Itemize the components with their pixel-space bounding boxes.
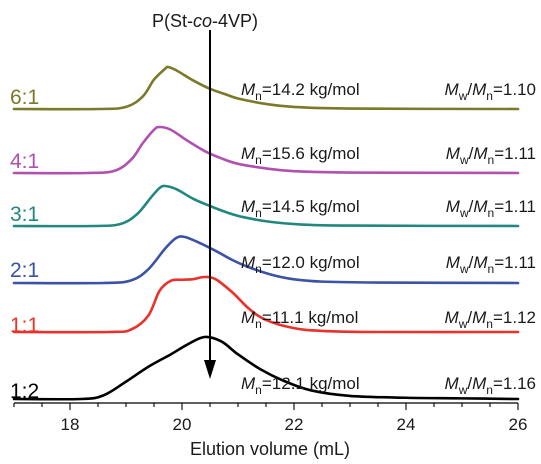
chart-title: P(St-co-4VP) xyxy=(152,11,258,31)
series-ratio-label: 3:1 xyxy=(10,203,39,226)
series-ratio-label: 6:1 xyxy=(10,86,39,109)
x-axis-label: Elution volume (mL) xyxy=(190,439,350,459)
pdi-stat-label: Mw/Mn=1.11 xyxy=(446,144,536,167)
series-ratio-label: 4:1 xyxy=(10,150,39,173)
mn-stat-label: Mn=11.1 kg/mol xyxy=(241,308,358,331)
pdi-stat-label: Mw/Mn=1.11 xyxy=(446,253,536,276)
pdi-stat-label: Mw/Mn=1.12 xyxy=(445,308,536,331)
arrow-marker: P(St-co-4VP) xyxy=(152,11,258,379)
mn-stat-label: Mn=14.2 kg/mol xyxy=(241,80,360,103)
trace-group xyxy=(12,65,520,401)
x-axis: 18 20 22 24 26 Elution volume (mL) xyxy=(13,402,528,459)
series-line-5 xyxy=(12,335,520,401)
mn-stat-label: Mn=12.0 kg/mol xyxy=(241,253,360,276)
pdi-stat-label: Mw/Mn=1.10 xyxy=(445,80,536,103)
series-line-2 xyxy=(12,184,520,228)
series-ratio-label: 2:1 xyxy=(10,259,39,282)
pdi-stat-label: Mw/Mn=1.16 xyxy=(445,374,536,397)
pdi-stat-label: Mw/Mn=1.11 xyxy=(446,197,536,220)
mn-stat-label: Mn=15.6 kg/mol xyxy=(241,144,360,167)
mn-stat-label: Mn=14.5 kg/mol xyxy=(241,197,360,220)
label-group: 6:1 Mn=14.2 kg/mol Mw/Mn=1.10 4:1 Mn=15.6 kg… xyxy=(10,80,536,403)
series-ratio-label: 1:1 xyxy=(10,314,39,337)
x-tick-label: 24 xyxy=(397,415,416,434)
series-line-0 xyxy=(12,65,520,111)
mn-stat-label: Mn=12.1 kg/mol xyxy=(241,374,360,397)
arrow-head xyxy=(204,360,216,379)
series-line-4 xyxy=(12,275,520,334)
x-tick-label: 22 xyxy=(285,415,304,434)
x-tick-label: 20 xyxy=(173,415,192,434)
series-ratio-label: 1:2 xyxy=(10,380,39,403)
series-line-1 xyxy=(12,125,520,175)
x-tick-label: 26 xyxy=(509,415,528,434)
x-tick-label: 18 xyxy=(61,415,80,434)
